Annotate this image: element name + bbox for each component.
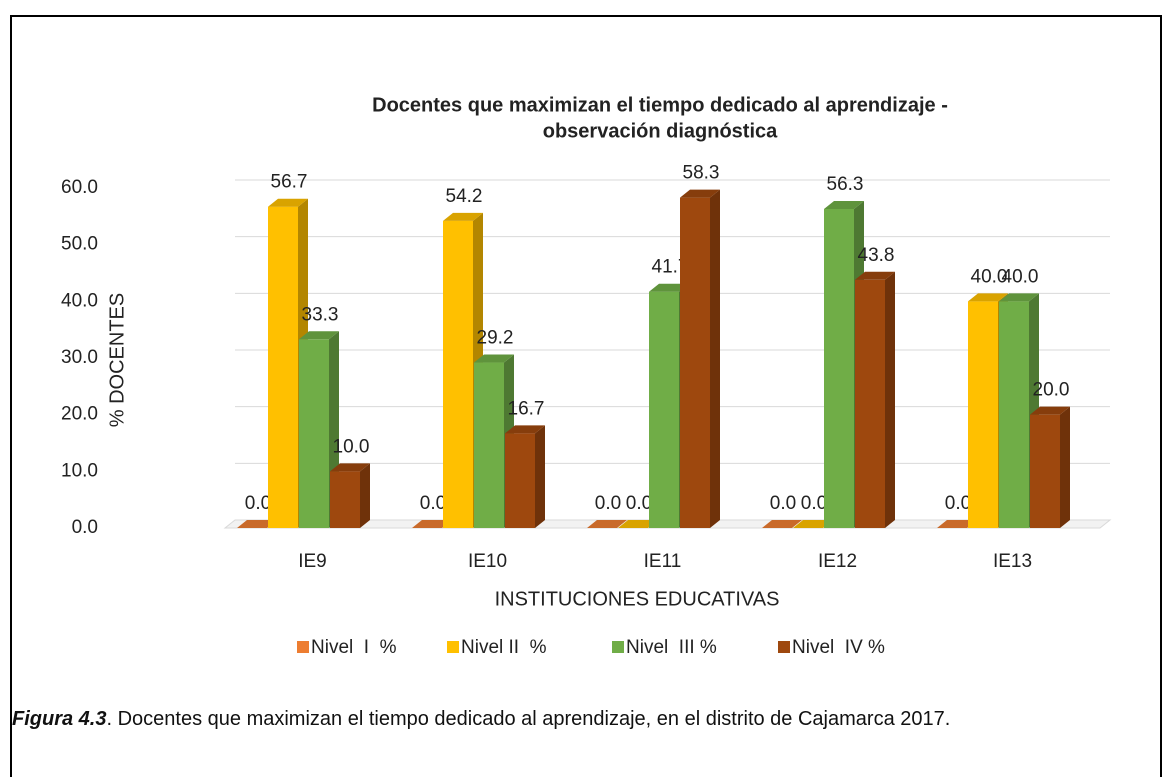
- data-label: 0.0: [801, 493, 827, 514]
- bar: [680, 189, 720, 528]
- legend-label: Nivel III %: [626, 637, 717, 658]
- chart-title: observación diagnóstica: [543, 120, 778, 142]
- bar-top: [618, 520, 658, 528]
- figure-frame: [10, 15, 1162, 777]
- data-label: 33.3: [302, 304, 339, 325]
- data-label: 56.3: [827, 174, 864, 195]
- bar-top: [680, 189, 720, 198]
- bar-top: [855, 271, 895, 280]
- data-label: 43.8: [858, 245, 895, 266]
- bar-top: [762, 520, 802, 528]
- data-label: 20.0: [1033, 380, 1070, 401]
- caption: Figura 4.3. Docentes que maximizan el ti…: [12, 706, 1092, 732]
- bar-front: [1030, 414, 1060, 528]
- y-tick-label: 60.0: [61, 177, 98, 198]
- bar-top: [649, 283, 689, 292]
- x-tick-label: IE12: [818, 551, 857, 572]
- bar-side: [535, 425, 545, 528]
- x-axis-title: INSTITUCIONES EDUCATIVAS: [495, 588, 780, 610]
- y-tick-label: 50.0: [61, 234, 98, 255]
- data-label: 0.0: [770, 493, 796, 514]
- bar-top: [299, 331, 339, 340]
- bar-front: [855, 279, 885, 528]
- y-tick-label: 10.0: [61, 460, 98, 481]
- caption-text: . Docentes que maximizan el tiempo dedic…: [106, 708, 951, 730]
- data-label: 16.7: [508, 398, 545, 419]
- y-tick-label: 20.0: [61, 404, 98, 425]
- x-tick-label: IE9: [298, 551, 327, 572]
- caption-label: Figura 4.3: [12, 708, 107, 730]
- legend-swatch: [447, 641, 459, 653]
- bar-top: [505, 425, 545, 434]
- bar-top: [968, 293, 1008, 302]
- bar-top: [824, 200, 864, 209]
- bar: [762, 520, 802, 528]
- bar: [330, 463, 370, 528]
- bar-front: [299, 339, 329, 528]
- bar-top: [999, 293, 1039, 302]
- bar: [237, 520, 277, 528]
- bar-side: [1060, 406, 1070, 528]
- bar-side: [885, 271, 895, 528]
- bar-top: [937, 520, 977, 528]
- bar: [505, 425, 545, 528]
- bar-top: [587, 520, 627, 528]
- data-label: 0.0: [945, 493, 971, 514]
- bar-top: [412, 520, 452, 528]
- data-label: 0.0: [245, 493, 271, 514]
- bar-front: [968, 301, 998, 528]
- y-tick-label: 0.0: [72, 517, 98, 538]
- bar-top: [443, 212, 483, 221]
- bar-front: [999, 301, 1029, 528]
- bar-front: [824, 208, 854, 528]
- bar: [587, 520, 627, 528]
- bar-front: [268, 206, 298, 528]
- y-tick-label: 30.0: [61, 347, 98, 368]
- data-label: 0.0: [420, 493, 446, 514]
- bar: [793, 520, 833, 528]
- bar-top: [474, 354, 514, 363]
- legend-swatch: [612, 641, 624, 653]
- legend-swatch: [297, 641, 309, 653]
- x-tick-label: IE13: [993, 551, 1032, 572]
- bar: [937, 520, 977, 528]
- bar: [618, 520, 658, 528]
- bar-side: [360, 463, 370, 528]
- bar: [855, 271, 895, 528]
- bar-top: [237, 520, 277, 528]
- data-label: 10.0: [333, 436, 370, 457]
- bar-front: [680, 197, 710, 528]
- data-label: 40.0: [971, 266, 1008, 287]
- data-label: 0.0: [595, 493, 621, 514]
- bar-front: [443, 220, 473, 528]
- y-axis-title: % DOCENTES: [106, 293, 128, 427]
- bar-top: [330, 463, 370, 472]
- bar-side: [710, 189, 720, 528]
- x-tick-label: IE11: [644, 551, 682, 572]
- bar-front: [474, 362, 504, 528]
- bar-front: [330, 471, 360, 528]
- data-label: 54.2: [446, 186, 483, 207]
- data-label: 29.2: [477, 328, 514, 349]
- data-label: 58.3: [683, 163, 720, 184]
- bar: [1030, 406, 1070, 528]
- data-label: 41.7: [652, 257, 689, 278]
- legend-label: Nivel II %: [461, 637, 547, 658]
- bar: [412, 520, 452, 528]
- legend-swatch: [778, 641, 790, 653]
- bar-front: [505, 433, 535, 528]
- data-label: 56.7: [271, 172, 308, 193]
- bar-top: [268, 198, 308, 207]
- bar-front: [649, 291, 679, 528]
- chart-title: Docentes que maximizan el tiempo dedicad…: [372, 94, 948, 116]
- legend-label: Nivel IV %: [792, 637, 885, 658]
- y-tick-label: 40.0: [61, 290, 98, 311]
- data-label: 40.0: [1002, 266, 1039, 287]
- data-label: 0.0: [626, 493, 652, 514]
- x-tick-label: IE10: [468, 551, 507, 572]
- bar-top: [1030, 406, 1070, 415]
- bar-top: [793, 520, 833, 528]
- legend-label: Nivel I %: [311, 637, 397, 658]
- chart: Docentes que maximizan el tiempo dedicad…: [61, 94, 1112, 658]
